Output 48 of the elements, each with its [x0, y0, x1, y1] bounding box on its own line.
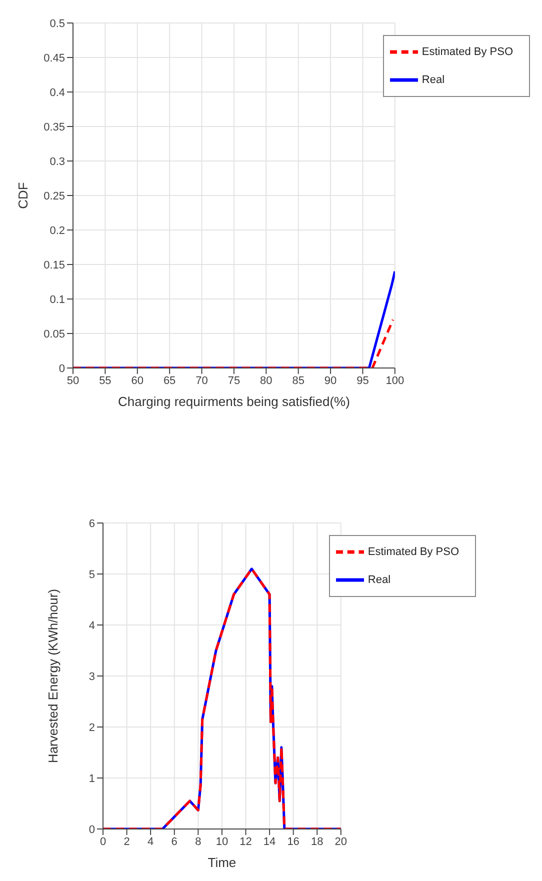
x-tick-label: 12: [240, 836, 252, 848]
x-tick-label: 8: [195, 836, 202, 848]
y-axis-title: CDF: [16, 182, 31, 209]
y-axis-title: Harvested Energy (KWh/hour): [46, 588, 61, 764]
y-tick-label: 0.05: [44, 328, 65, 340]
x-tick-label: 10: [216, 836, 228, 848]
y-tick-label: 0.3: [50, 156, 65, 168]
y-tick-label: 2: [88, 722, 95, 734]
legend-label: Estimated By PSO: [422, 46, 513, 58]
y-tick-label: 0.1: [50, 294, 65, 306]
x-tick-label: 65: [163, 374, 176, 387]
y-tick-label: 0.2: [50, 224, 65, 237]
x-tick-label: 6: [171, 836, 178, 848]
y-tick-label: 5: [88, 568, 95, 581]
x-tick-label: 50: [66, 374, 80, 387]
x-tick-label: 95: [356, 374, 369, 387]
x-tick-label: 100: [386, 374, 404, 387]
x-tick-label: 20: [334, 836, 348, 848]
y-tick-label: 0.35: [44, 121, 65, 134]
x-axis-title: Time: [208, 855, 236, 870]
x-axis-title: Charging requirments being satisfied(%): [118, 394, 350, 409]
y-tick-label: 6: [88, 518, 95, 530]
legend-label: Real: [422, 74, 445, 86]
y-tick-label: 0.15: [44, 259, 65, 272]
x-tick-label: 60: [131, 374, 144, 387]
y-tick-label: 0.5: [50, 18, 65, 30]
y-tick-label: 0: [88, 824, 95, 836]
y-tick-label: 0: [58, 362, 65, 375]
y-tick-label: 1: [88, 772, 95, 785]
x-tick-label: 75: [228, 374, 240, 387]
x-tick-label: 90: [324, 374, 337, 387]
legend-label: Real: [368, 574, 391, 586]
x-tick-label: 80: [260, 374, 272, 387]
x-tick-label: 16: [287, 836, 300, 848]
x-tick-label: 2: [124, 836, 130, 848]
y-tick-label: 0.45: [44, 52, 65, 64]
x-tick-label: 14: [263, 836, 276, 848]
x-tick-label: 70: [196, 374, 208, 387]
x-tick-label: 4: [148, 836, 154, 848]
x-tick-label: 55: [99, 374, 112, 387]
y-tick-label: 0.25: [44, 190, 65, 202]
y-tick-label: 4: [88, 620, 95, 632]
x-tick-label: 18: [310, 836, 324, 848]
x-tick-label: 85: [292, 374, 304, 387]
x-tick-label: 0: [100, 836, 106, 848]
y-tick-label: 0.4: [50, 86, 65, 99]
y-tick-label: 3: [88, 670, 95, 683]
legend-label: Estimated By PSO: [368, 546, 459, 558]
